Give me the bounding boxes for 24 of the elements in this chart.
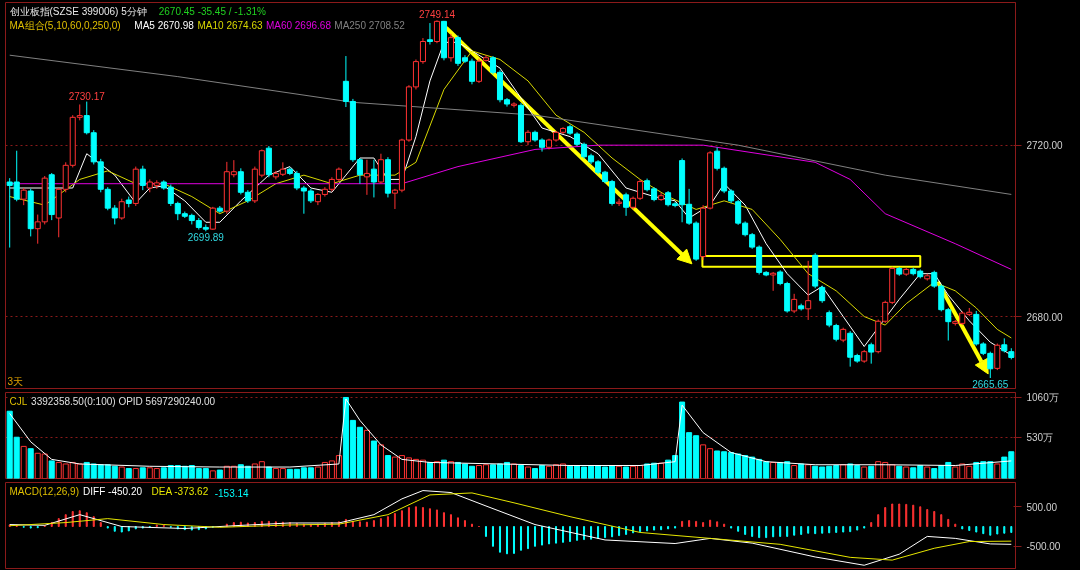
y-tick-label: -500.00 bbox=[1026, 541, 1061, 553]
chart-subtitle: 3392358.50(0:100) OPID 5697290240.00 bbox=[31, 395, 216, 407]
y-tick-label: 530万 bbox=[1026, 432, 1054, 444]
y-tick-label: 2680.00 bbox=[1026, 311, 1064, 323]
chart-title: 创业板指(SZSE 399006) 5分钟 bbox=[9, 5, 147, 17]
chart-title: CJL bbox=[9, 395, 28, 407]
legend-title: MA组合(5,10,60,0,250,0) bbox=[9, 19, 121, 31]
y-tick-label: 2720.00 bbox=[1026, 140, 1064, 152]
annotation: 2699.89 bbox=[187, 232, 225, 244]
y-tick-label: 500.00 bbox=[1026, 501, 1058, 513]
annotation: 2749.14 bbox=[418, 9, 456, 21]
text: MA60 2696.68 bbox=[265, 19, 332, 31]
text: MA5 2670.98 bbox=[134, 19, 195, 31]
annotation: 2730.17 bbox=[68, 90, 106, 102]
y-tick-label: 1060万 bbox=[1026, 391, 1059, 403]
text: MA10 2674.63 bbox=[197, 19, 263, 31]
annotation: 2665.65 bbox=[972, 379, 1009, 390]
annotation: 3天 bbox=[7, 375, 24, 387]
text: MA250 2708.52 bbox=[334, 19, 406, 31]
text: -153.14 bbox=[214, 487, 250, 499]
chart-title: MACD(12,26,9) bbox=[9, 485, 79, 497]
chart-subtitle: 2670.45 -35.45 / -1.31% bbox=[158, 5, 267, 17]
series-label: DIFF -450.20 bbox=[83, 485, 143, 497]
text: DEA -373.62 bbox=[151, 485, 209, 497]
